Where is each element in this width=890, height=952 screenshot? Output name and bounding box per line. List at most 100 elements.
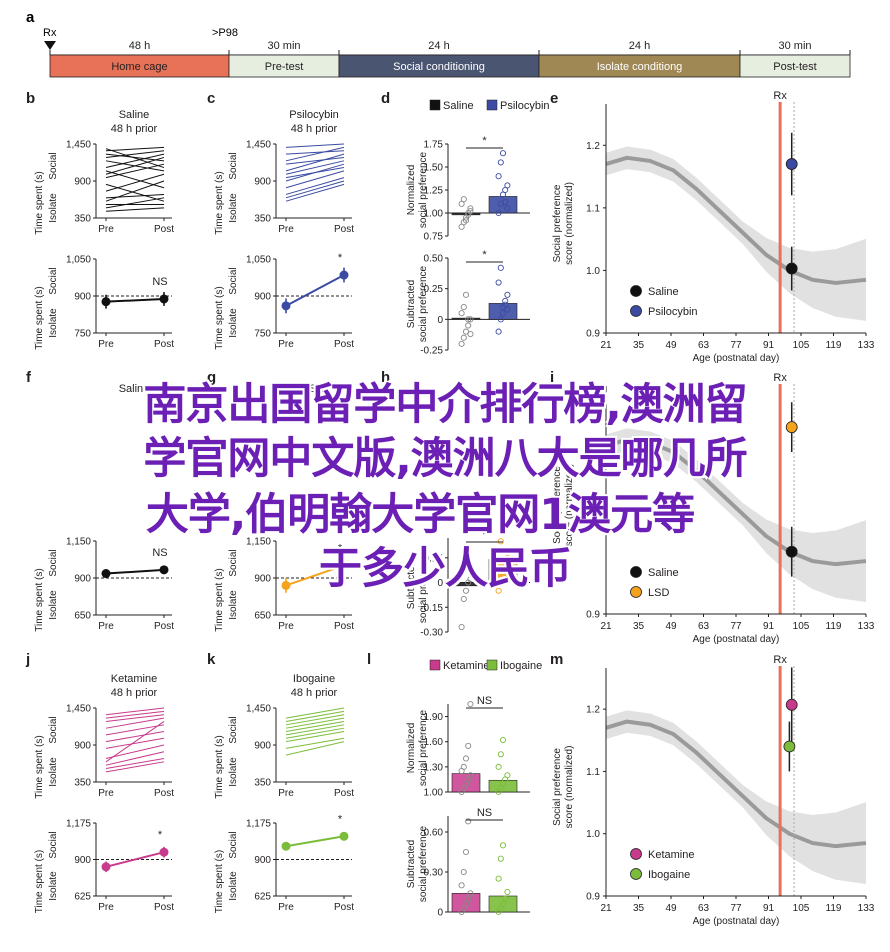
- data-point: [495, 209, 502, 217]
- panel-letter-j: j: [25, 651, 30, 668]
- x-tick-label: 35: [633, 903, 645, 914]
- subject-line: [105, 173, 165, 192]
- bar: [488, 559, 518, 583]
- subject-line: [105, 744, 165, 759]
- data-point: [460, 304, 467, 311]
- data-point: [458, 310, 465, 317]
- y-label-social: Social: [228, 267, 239, 294]
- x-tick-label: 105: [793, 621, 810, 632]
- y-axis-label: Normalized: [406, 165, 417, 216]
- y-tick-label: 900: [74, 741, 91, 752]
- legend-swatch: [429, 99, 441, 111]
- x-tick-label: 133: [858, 621, 875, 632]
- y-tick-label: 900: [254, 292, 271, 303]
- panel-letter-i: i: [550, 369, 554, 386]
- y-label-isolate: Isolate: [48, 308, 59, 338]
- y-axis-label: score (normalized): [564, 746, 575, 829]
- subject-line: [105, 183, 165, 202]
- subject-line: [105, 707, 165, 716]
- x-tick-label: 35: [633, 340, 645, 351]
- data-point: [502, 297, 509, 304]
- trend-curve: [605, 437, 867, 567]
- subject-line: [105, 156, 165, 175]
- data-point: [497, 159, 504, 166]
- subject-line: [285, 707, 345, 719]
- y-axis-label: social preference: [418, 825, 429, 902]
- legend-marker: [630, 566, 642, 578]
- y-axis-label: Subtracted: [406, 840, 417, 888]
- data-point: [499, 150, 507, 157]
- data-point: [499, 736, 507, 744]
- mean-point: [281, 580, 291, 590]
- panel-letter-a: a: [26, 9, 35, 26]
- y-axis-label: Time spent (s): [214, 171, 225, 235]
- y-tick-label: 1,175: [246, 819, 271, 830]
- p98-label: >P98: [212, 27, 238, 39]
- y-axis-label: social preference: [418, 709, 429, 786]
- mean-line: [285, 564, 345, 587]
- subject-line: [285, 724, 345, 736]
- data-point: [497, 316, 504, 323]
- data-point: [495, 546, 502, 553]
- segment-label: Home cage: [111, 61, 167, 73]
- y-axis-label: Time spent (s): [34, 171, 45, 235]
- x-tick-label: 77: [730, 903, 742, 914]
- y-tick-label: 0.9: [586, 610, 600, 621]
- data-point: [462, 755, 470, 762]
- x-axis-label: Age (postnatal day): [693, 916, 780, 927]
- data-point: [502, 895, 509, 902]
- legend-marker: [630, 848, 642, 860]
- panel-title: Ketamine: [111, 673, 157, 685]
- y-tick-label: 1,450: [246, 704, 271, 715]
- x-tick-label: 35: [633, 621, 645, 632]
- panel-letter-k: k: [207, 651, 216, 668]
- data-point: [497, 264, 504, 271]
- subject-line: [105, 751, 165, 766]
- legend-swatch: [486, 659, 498, 671]
- significance-label: *: [482, 529, 487, 541]
- subject-line: [285, 714, 345, 726]
- x-tick-label: Pre: [278, 339, 294, 350]
- y-label-isolate: Isolate: [228, 590, 239, 620]
- panel-letter-f: f: [26, 369, 32, 386]
- subject-line: [105, 737, 165, 749]
- y-tick-label: 0.30: [424, 868, 444, 879]
- data-point: [460, 763, 467, 770]
- subject-line: [285, 153, 345, 172]
- y-label-social: Social: [48, 716, 59, 743]
- mean-point: [159, 294, 169, 304]
- y-tick-label: 900: [254, 177, 271, 188]
- x-tick-label: Pre: [98, 902, 114, 913]
- x-tick-label: Post: [154, 902, 174, 913]
- data-point: [495, 763, 502, 770]
- subject-line: [105, 717, 165, 729]
- y-tick-label: 900: [254, 574, 271, 585]
- x-tick-label: Pre: [98, 224, 114, 235]
- subject-line: [285, 180, 345, 199]
- data-point: [460, 334, 467, 341]
- subject-line: [105, 710, 165, 719]
- y-tick-label: 1,050: [246, 255, 271, 266]
- y-tick-label: 0.50: [424, 254, 444, 265]
- y-tick-label: 0.15: [424, 553, 444, 564]
- y-tick-label: 0: [437, 315, 443, 326]
- bar: [451, 773, 481, 793]
- legend-label: Saline: [443, 100, 474, 112]
- y-axis-label: Social preference: [552, 184, 563, 262]
- y-tick-label: 1.00: [424, 788, 444, 799]
- panel-title: Ibogaine: [293, 673, 335, 685]
- y-tick-label: 1.2: [586, 141, 600, 152]
- x-tick-label: 49: [665, 340, 677, 351]
- subject-line: [285, 727, 345, 739]
- x-tick-label: Pre: [98, 788, 114, 799]
- x-tick-label: 119: [826, 903, 842, 914]
- y-tick-label: 625: [254, 892, 271, 903]
- x-tick-label: 21: [600, 621, 612, 632]
- subject-line: [105, 193, 165, 199]
- data-point: [467, 208, 474, 215]
- x-tick-label: Pre: [278, 902, 294, 913]
- data-point: [502, 198, 509, 206]
- y-label-social: Social: [228, 716, 239, 743]
- mean-line: [105, 568, 165, 575]
